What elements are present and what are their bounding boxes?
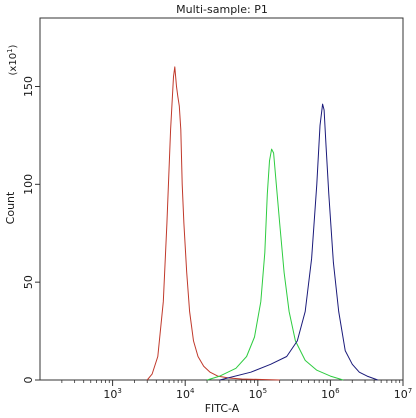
series-line-1	[146, 66, 280, 381]
series-layer	[146, 66, 378, 381]
y-scale-base: x10	[8, 53, 19, 72]
y-axis-label: Count	[4, 191, 17, 224]
y-tick-label: 100	[22, 174, 35, 195]
y-scale-exponent: 1	[6, 48, 14, 52]
x-tick-label: 105	[249, 387, 267, 401]
x-tick-label: 104	[176, 387, 195, 401]
x-tick-label: 107	[394, 387, 412, 401]
x-axis-label: FITC-A	[205, 402, 240, 415]
x-tick-label: 103	[103, 387, 121, 401]
x-minor-ticks	[61, 380, 401, 383]
y-tick-label: 50	[22, 275, 35, 289]
svg-text:(x101): (x101)	[6, 44, 19, 75]
y-axis-label-group: Count	[4, 191, 17, 224]
y-scale-note: (x101)	[6, 44, 19, 75]
series-line-2	[206, 148, 344, 381]
x-tick-label: 106	[321, 387, 340, 401]
x-major-ticks: 103 104 105 106 107	[103, 380, 412, 401]
y-ticks: 0 50 100 150	[22, 76, 40, 384]
y-tick-label: 150	[22, 76, 35, 97]
chart-title: Multi-sample: P1	[176, 3, 268, 16]
y-tick-label: 0	[22, 377, 35, 384]
series-line-3	[219, 103, 378, 381]
